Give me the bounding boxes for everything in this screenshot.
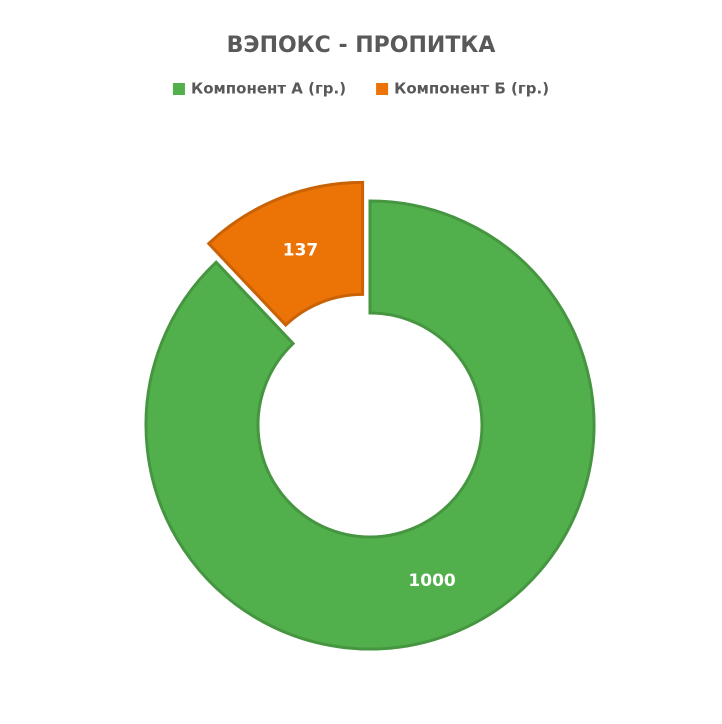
legend-swatch	[172, 83, 185, 95]
legend-swatch	[376, 83, 389, 95]
legend: Компонент А (гр.) Компонент Б (гр.)	[172, 80, 549, 98]
legend-label: Компонент А (гр.)	[191, 80, 346, 98]
data-label: 1000	[408, 571, 455, 591]
donut-segment	[144, 199, 596, 651]
donut-segment	[206, 180, 365, 328]
plot-area: 1000 137	[144, 180, 596, 651]
chart-title: ВЭПОКС - ПРОПИТКА	[227, 33, 496, 58]
legend-label: Компонент Б (гр.)	[394, 80, 549, 98]
data-label: 137	[283, 240, 319, 260]
